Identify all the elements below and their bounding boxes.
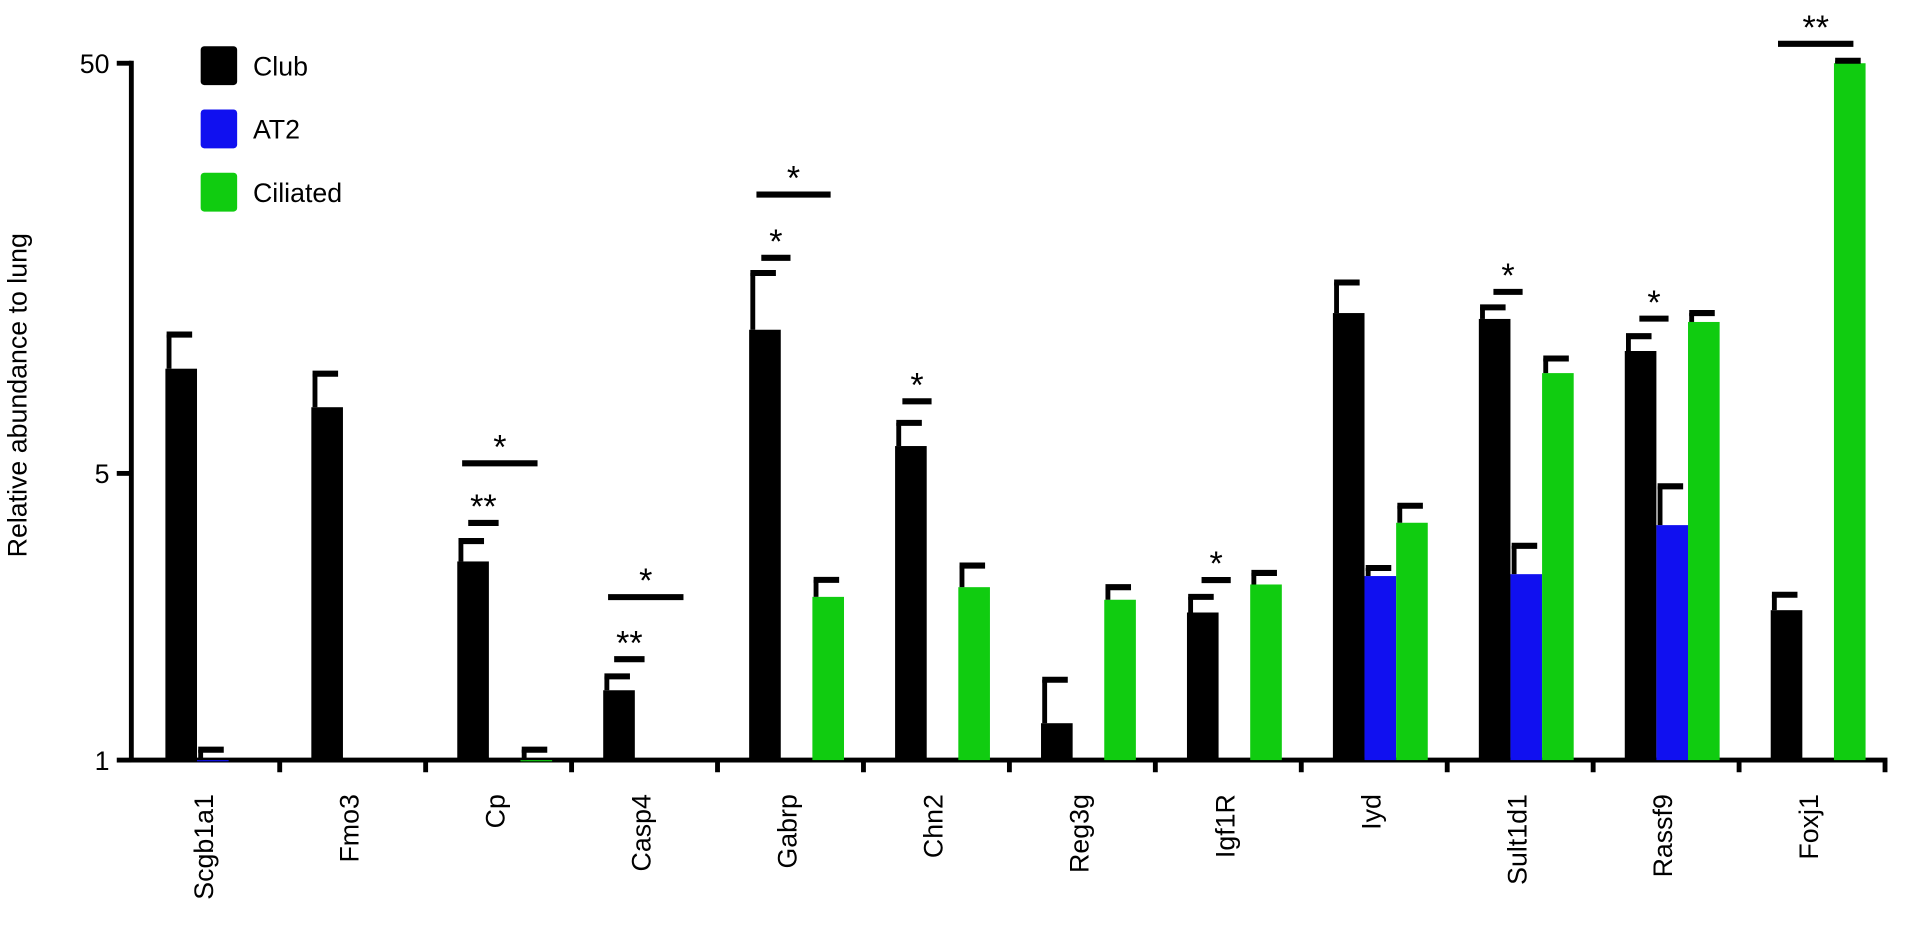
x-tick-label: Reg3g bbox=[1064, 794, 1094, 873]
bar bbox=[1833, 63, 1866, 761]
error-bar bbox=[1835, 57, 1861, 64]
bar bbox=[520, 760, 553, 762]
bar bbox=[1396, 522, 1428, 761]
error-bar bbox=[1334, 279, 1360, 314]
error-bar bbox=[604, 673, 630, 691]
x-tick-label: Igf1R bbox=[1210, 794, 1240, 858]
error-bar bbox=[1689, 310, 1715, 322]
error-bar bbox=[750, 269, 776, 330]
x-tick-label: Foxj1 bbox=[1794, 794, 1824, 859]
x-tick-label: Fmo3 bbox=[335, 794, 365, 862]
legend-label: Club bbox=[253, 51, 308, 81]
legend-swatch bbox=[200, 46, 238, 86]
x-tick-label: Chn2 bbox=[919, 794, 949, 858]
error-bar bbox=[1188, 593, 1214, 613]
significance-label: * bbox=[1501, 257, 1514, 295]
error-bar bbox=[1543, 355, 1569, 374]
x-tick-label: Rassf9 bbox=[1648, 794, 1678, 877]
bar bbox=[1250, 584, 1282, 761]
error-bar bbox=[896, 419, 922, 447]
y-tick-label: 50 bbox=[80, 49, 110, 79]
significance-label: ** bbox=[616, 624, 643, 662]
legend-swatch bbox=[200, 172, 238, 212]
bar bbox=[1104, 599, 1136, 761]
error-bar bbox=[1397, 502, 1423, 523]
significance-label: * bbox=[493, 428, 506, 466]
bar bbox=[1542, 373, 1574, 761]
significance-label: ** bbox=[470, 488, 497, 526]
error-bar bbox=[458, 538, 485, 562]
bar bbox=[895, 446, 927, 761]
bar bbox=[1186, 612, 1219, 761]
x-tick-label: Scgb1a1 bbox=[189, 794, 219, 900]
error-bar bbox=[312, 370, 339, 408]
legend-swatch bbox=[200, 109, 238, 149]
error-bar bbox=[1105, 584, 1132, 600]
bar bbox=[165, 368, 198, 761]
error-bar bbox=[198, 746, 224, 761]
x-tick-label: Iyd bbox=[1356, 794, 1386, 830]
x-tick-label: Sult1d1 bbox=[1502, 794, 1532, 885]
bar bbox=[1332, 313, 1365, 761]
error-bar bbox=[1511, 542, 1538, 575]
bar bbox=[1624, 351, 1657, 761]
bar bbox=[749, 329, 781, 761]
error-bar bbox=[1365, 564, 1392, 577]
x-tick-label: Casp4 bbox=[627, 794, 657, 871]
error-bar bbox=[959, 562, 986, 588]
bar bbox=[197, 760, 229, 762]
bar bbox=[457, 561, 489, 761]
significance-label: * bbox=[639, 562, 652, 600]
significance-label: ** bbox=[1802, 9, 1829, 47]
error-bar bbox=[1480, 304, 1506, 319]
error-bar bbox=[813, 576, 840, 597]
significance-label: * bbox=[910, 366, 923, 404]
significance-label: * bbox=[1210, 545, 1223, 583]
bar bbox=[1478, 318, 1511, 761]
error-bar bbox=[1657, 483, 1684, 526]
bar bbox=[812, 596, 845, 761]
legend-label: AT2 bbox=[253, 115, 300, 145]
bar bbox=[1364, 576, 1397, 761]
significance-label: * bbox=[787, 160, 800, 198]
error-bar bbox=[521, 746, 548, 761]
y-axis-label: Relative abundance to lung bbox=[3, 233, 33, 557]
bar bbox=[1041, 723, 1073, 761]
bar bbox=[1688, 321, 1720, 761]
error-bar bbox=[1625, 333, 1652, 352]
error-bar bbox=[1042, 676, 1068, 724]
legend-label: Ciliated bbox=[253, 178, 342, 208]
x-tick-label: Gabrp bbox=[773, 794, 803, 868]
bar bbox=[1770, 610, 1803, 761]
y-tick-label: 5 bbox=[95, 459, 110, 489]
bar bbox=[603, 690, 635, 761]
bar bbox=[1510, 574, 1543, 761]
significance-label: * bbox=[769, 223, 782, 261]
error-bar bbox=[1251, 569, 1277, 585]
error-bar bbox=[166, 331, 193, 369]
x-tick-label: Cp bbox=[481, 794, 511, 828]
error-bar bbox=[1771, 591, 1798, 611]
y-tick-label: 1 bbox=[95, 746, 110, 776]
bar bbox=[1656, 525, 1689, 761]
bar bbox=[958, 587, 990, 761]
bar bbox=[311, 407, 343, 761]
significance-label: * bbox=[1647, 284, 1660, 322]
